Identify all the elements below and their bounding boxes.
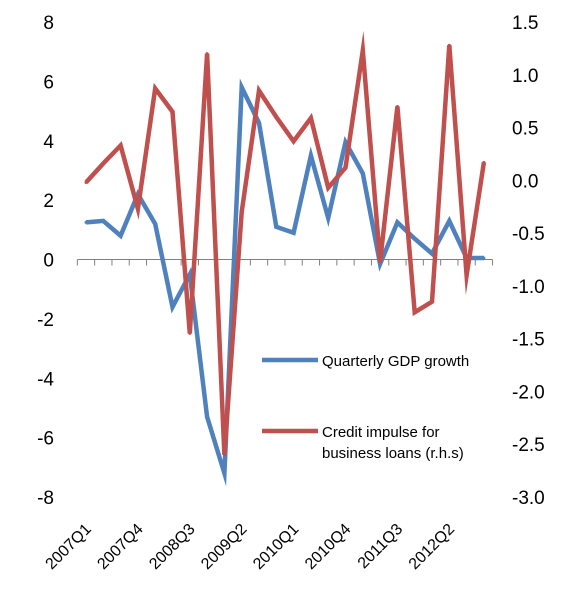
right-tick-label: 1.0 xyxy=(512,66,538,87)
right-tick-label: -1.5 xyxy=(512,330,545,351)
data-point xyxy=(84,180,88,184)
data-point xyxy=(292,139,296,143)
data-point xyxy=(240,85,244,89)
data-point xyxy=(465,273,469,277)
left-tick-label: 2 xyxy=(43,191,54,212)
data-point xyxy=(101,161,105,165)
x-tick-label: 2008Q3 xyxy=(146,521,198,573)
x-tick-label: 2012Q2 xyxy=(406,521,458,573)
data-point xyxy=(378,260,382,264)
data-point xyxy=(430,252,434,256)
right-axis-ticks: 1.5 1.0 0.5 0.0 -0.5 -1.0 -1.5 -2.0 -2.5 -3.0 xyxy=(512,13,545,509)
data-point xyxy=(205,52,209,56)
data-point xyxy=(447,43,451,47)
x-tick-label: 2007Q1 xyxy=(43,521,95,573)
data-point xyxy=(326,186,330,190)
data-point xyxy=(274,115,278,119)
series-line-1 xyxy=(85,78,484,487)
data-point xyxy=(482,256,486,260)
data-point xyxy=(361,171,365,175)
data-point xyxy=(153,222,157,226)
data-point xyxy=(326,216,330,220)
legend-label: Quarterly GDP growth xyxy=(322,353,469,370)
left-tick-label: -6 xyxy=(37,429,54,450)
data-point xyxy=(119,144,123,147)
data-point xyxy=(171,305,174,309)
data-point xyxy=(292,231,296,235)
data-point xyxy=(136,207,140,211)
left-tick-label: -4 xyxy=(37,369,54,390)
data-point xyxy=(205,415,209,419)
legend-label: business loans (r.h.s) xyxy=(322,445,464,462)
right-tick-label: 1.5 xyxy=(512,13,538,34)
data-point xyxy=(344,166,347,170)
left-tick-label: -2 xyxy=(37,310,54,331)
data-point xyxy=(222,453,226,457)
data-point xyxy=(188,331,192,335)
series-layer xyxy=(84,30,487,487)
left-tick-label: 6 xyxy=(43,72,54,93)
data-point xyxy=(395,104,399,108)
right-tick-label: -2.0 xyxy=(512,382,545,403)
data-point xyxy=(257,121,261,125)
data-point xyxy=(119,234,123,238)
data-point xyxy=(430,300,434,304)
legend-label: Credit impulse for xyxy=(322,424,440,441)
right-tick-label: -1.0 xyxy=(512,277,545,298)
data-point xyxy=(84,220,88,224)
x-tick-label: 2010Q1 xyxy=(250,521,302,573)
left-tick-label: 8 xyxy=(43,13,54,34)
data-point xyxy=(482,160,486,164)
data-point xyxy=(171,110,174,114)
data-point xyxy=(395,220,399,224)
data-point xyxy=(378,262,382,266)
right-tick-label: -0.5 xyxy=(512,224,545,245)
x-tick-label: 2011Q3 xyxy=(355,521,407,573)
data-point xyxy=(309,116,313,120)
left-tick-label: -8 xyxy=(37,488,54,509)
data-point xyxy=(240,210,244,214)
data-point xyxy=(361,49,365,52)
x-tick-label: 2010Q4 xyxy=(302,521,354,573)
data-point xyxy=(274,225,278,229)
x-tick-label: 2009Q2 xyxy=(198,521,250,573)
right-tick-label: 0.5 xyxy=(512,119,538,140)
data-point xyxy=(309,154,313,158)
data-point xyxy=(413,237,417,241)
data-point xyxy=(447,219,451,223)
series-line-2 xyxy=(84,30,487,455)
data-point xyxy=(222,471,226,475)
right-tick-label: -2.5 xyxy=(512,435,545,456)
left-axis-ticks: 8 6 4 2 0 -2 -4 -6 -8 xyxy=(37,13,54,509)
right-tick-label: -3.0 xyxy=(512,488,545,509)
left-tick-label: 4 xyxy=(43,132,54,153)
left-tick-label: 0 xyxy=(43,251,54,272)
data-point xyxy=(188,272,192,276)
data-point xyxy=(344,140,347,144)
data-point xyxy=(153,87,157,90)
data-point xyxy=(101,219,105,223)
x-tick-label: 2007Q4 xyxy=(94,521,146,573)
data-point xyxy=(257,89,261,93)
data-point xyxy=(413,310,417,314)
right-tick-label: 0.0 xyxy=(512,171,538,192)
legend: Quarterly GDP growth Credit impulse for bu… xyxy=(262,353,469,462)
